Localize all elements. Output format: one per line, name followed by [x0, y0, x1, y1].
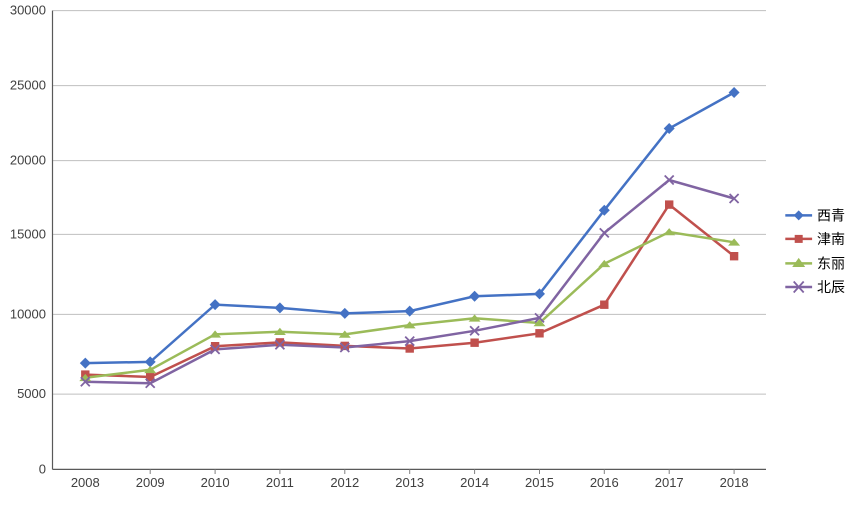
svg-text:2017: 2017	[655, 475, 684, 490]
svg-text:2013: 2013	[395, 475, 424, 490]
svg-text:2012: 2012	[330, 475, 359, 490]
svg-text:0: 0	[39, 461, 46, 476]
svg-text:2015: 2015	[525, 475, 554, 490]
svg-text:东丽: 东丽	[817, 256, 845, 272]
svg-text:20000: 20000	[10, 153, 46, 168]
svg-text:15000: 15000	[10, 226, 46, 241]
svg-text:2018: 2018	[720, 475, 749, 490]
svg-text:北辰: 北辰	[817, 279, 845, 295]
svg-text:2008: 2008	[71, 475, 100, 490]
svg-text:25000: 25000	[10, 78, 46, 93]
svg-text:30000: 30000	[10, 3, 46, 18]
svg-text:2009: 2009	[136, 475, 165, 490]
svg-text:5000: 5000	[17, 386, 46, 401]
svg-text:2014: 2014	[460, 475, 489, 490]
svg-text:2010: 2010	[201, 475, 230, 490]
svg-text:10000: 10000	[10, 306, 46, 321]
svg-text:2011: 2011	[266, 475, 294, 490]
svg-text:2016: 2016	[590, 475, 619, 490]
svg-text:津南: 津南	[817, 231, 845, 247]
svg-text:西青: 西青	[817, 208, 845, 224]
